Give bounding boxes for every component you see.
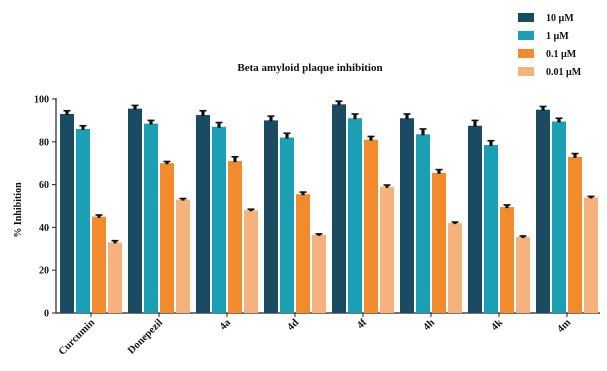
bar: [280, 137, 294, 313]
bar: [144, 123, 158, 313]
bars: [60, 104, 598, 314]
legend-swatch: [518, 49, 534, 58]
error-bar: [285, 133, 289, 139]
error-bar: [97, 214, 101, 218]
error-bar: [133, 105, 137, 110]
legend-swatch: [518, 67, 534, 76]
legend: 10 µM 1 µM 0.1 µM 0.01 µM: [518, 13, 582, 78]
y-tick-label: 20: [39, 266, 49, 277]
bar: [160, 163, 174, 313]
error-bar: [505, 204, 509, 209]
error-bar: [421, 128, 425, 136]
error-bar: [473, 120, 477, 127]
bar: [500, 207, 514, 313]
x-tick-label: Curcumin: [57, 317, 97, 357]
bar: [108, 242, 122, 313]
bar: [128, 108, 142, 313]
error-bar: [385, 185, 389, 188]
x-tick-label: 4h: [421, 317, 437, 333]
bar: [176, 199, 190, 313]
bar: [552, 121, 566, 313]
y-tick-label: 80: [39, 137, 49, 148]
bar: [468, 125, 482, 313]
bar: [536, 109, 550, 313]
bar: [312, 234, 326, 313]
error-bar: [489, 140, 493, 147]
bar: [264, 120, 278, 314]
x-tick-label: 4k: [489, 317, 505, 333]
error-bar: [113, 240, 117, 244]
y-tick-label: 0: [44, 309, 49, 320]
bar: [244, 210, 258, 313]
error-bars: [63, 100, 595, 244]
x-tick-label: Donepezil: [126, 317, 165, 356]
x-tick-label: 4d: [285, 317, 301, 333]
error-bar: [437, 169, 441, 174]
bar: [432, 172, 446, 313]
y-tick-label: 100: [34, 95, 49, 106]
error-bar: [541, 106, 545, 111]
legend-swatch: [518, 13, 534, 22]
legend-label: 10 µM: [546, 13, 574, 24]
legend-swatch: [518, 31, 534, 40]
bar: [60, 113, 74, 313]
y-axis-label: % Inhibition: [13, 182, 24, 238]
y-tick-labels: 0 20 40 60 80 100: [34, 95, 49, 320]
bar: [400, 118, 414, 313]
bar: [568, 156, 582, 313]
x-tick-labels: Curcumin Donepezil 4a 4d 4f 4h 4k 4m: [57, 317, 573, 358]
bar: [484, 145, 498, 313]
error-bar: [233, 156, 237, 163]
legend-label: 1 µM: [546, 31, 569, 42]
bar: [212, 126, 226, 313]
bar: [296, 194, 310, 313]
bar: [76, 128, 90, 313]
bar: [416, 134, 430, 313]
error-bar: [405, 113, 409, 120]
error-bar: [201, 110, 205, 117]
error-bar: [453, 222, 457, 225]
error-bar: [589, 196, 593, 199]
error-bar: [557, 118, 561, 123]
error-bar: [269, 116, 273, 122]
y-tick-label: 60: [39, 180, 49, 191]
bar: [448, 223, 462, 313]
error-bar: [181, 198, 185, 201]
error-bar: [521, 235, 525, 239]
bar: [516, 237, 530, 313]
error-bar: [217, 122, 221, 128]
error-bar: [165, 161, 169, 165]
error-bar: [337, 101, 341, 106]
bar: [196, 115, 210, 313]
bar: [92, 216, 106, 313]
error-bar: [301, 192, 305, 196]
bar: [380, 186, 394, 313]
bar: [332, 104, 346, 313]
error-bar: [369, 136, 373, 141]
x-tick-label: 4f: [355, 317, 369, 331]
chart-title: Beta amyloid plaque inhibition: [237, 62, 382, 74]
error-bar: [317, 233, 321, 236]
legend-label: 0.1 µM: [546, 49, 577, 60]
error-bar: [353, 113, 357, 120]
y-tick-label: 40: [39, 223, 49, 234]
error-bar: [81, 125, 85, 130]
legend-label: 0.01 µM: [546, 67, 582, 78]
error-bar: [573, 153, 577, 158]
error-bar: [65, 110, 69, 115]
x-tick-label: 4m: [555, 317, 573, 335]
bar: [348, 118, 362, 313]
bar: [228, 161, 242, 313]
bar: [364, 139, 378, 313]
bar: [584, 197, 598, 313]
x-tick-label: 4a: [218, 317, 234, 333]
error-bar: [149, 120, 153, 125]
error-bar: [249, 209, 253, 212]
